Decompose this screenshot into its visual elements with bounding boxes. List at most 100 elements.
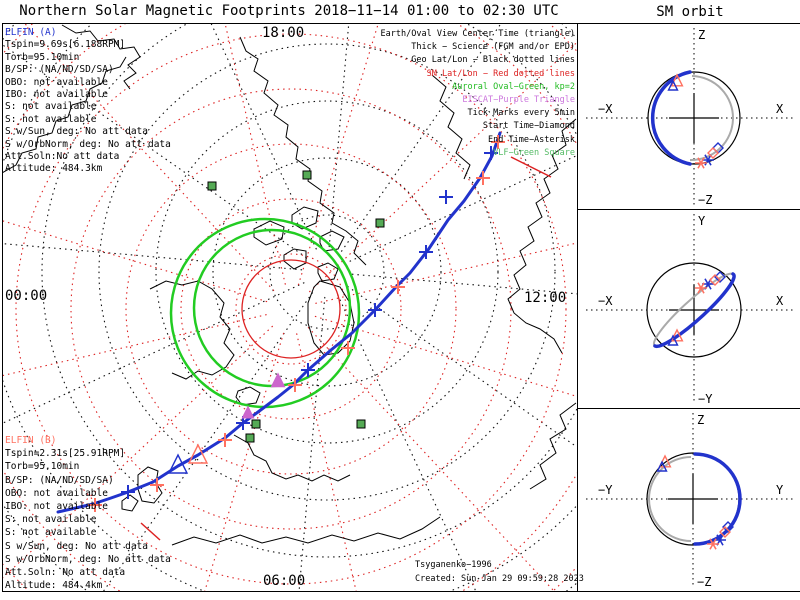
legend-item: End Time−Asterisk: [488, 134, 575, 145]
separator: [578, 23, 800, 24]
tick-mark: [150, 478, 164, 492]
separator: [578, 209, 800, 210]
tick-mark: [476, 171, 490, 185]
eiscat-triangle-marker: [270, 372, 286, 388]
elfin-a-panel: ELFIN (A) Tspin=9.69s[6.188RPM] Torb=95.10…: [5, 27, 171, 176]
mlt-label-12: 12:00: [524, 290, 567, 306]
satellite-footprint-track: [56, 131, 502, 514]
satellite-param-line: Tspin=2.31s[25.91RPM]: [5, 448, 126, 460]
satellite-param-line: S w/OrbNorm, deg: No att data: [5, 138, 171, 150]
earth-circle: [647, 71, 741, 165]
satellite-param-line: S w/Sun, deg: No att data: [5, 540, 148, 552]
mlt-label-00: 00:00: [5, 288, 48, 304]
figure-title: Northern Solar Magnetic Footprints 2018−…: [19, 3, 559, 19]
legend-item: Geo Lat/Lon − Black dotted lines: [411, 55, 575, 66]
center-cross: [669, 93, 719, 143]
satellite-name: ELFIN (B): [5, 435, 57, 446]
legend-item: Auroral Oval−Green, kp=2: [452, 81, 575, 92]
end-time-asterisk-marker: [707, 538, 719, 550]
model-credit: Tsyganenko−1996: [415, 560, 492, 570]
orbit-arc-farside: [648, 456, 692, 542]
satellite-param-line: B/SP: (NA/ND/SD/SA): [5, 474, 114, 486]
satellite-param-line: S: not available: [5, 527, 97, 539]
satellite-param-line: B/SP: (NA/ND/SD/SA): [5, 64, 114, 76]
mlt-label-06: 06:00: [263, 573, 306, 589]
orbit-panel-xz: Z −Z −X X: [580, 24, 800, 209]
satellite-param-line: Altitude: 484.3km: [5, 163, 103, 175]
created-credit: Created: Sun Jan 29 09:59:28 2023: [415, 574, 584, 584]
satellite-param-line: Torb=95.10min: [5, 461, 80, 473]
satellite-param-line: S: not available: [5, 113, 97, 125]
separator: [578, 408, 800, 409]
vlf-square-marker: [302, 170, 312, 180]
orbit-arc-farside: [689, 75, 734, 162]
axis-label: −X: [598, 102, 613, 116]
tick-mark: [484, 146, 498, 160]
axis-label: −Y: [698, 392, 713, 406]
axis-label: Z: [697, 413, 704, 427]
satellite-param-line: Tspin=9.69s[6.188RPM]: [5, 39, 126, 51]
satellite-param-line: IBO: not available: [5, 89, 108, 101]
tick-mark: [368, 303, 382, 317]
legend-item: Earth/Oval View Center Time (triangle): [380, 29, 575, 39]
satellite-param-line: S: not available: [5, 101, 97, 113]
center-time-triangle-marker: [667, 334, 679, 346]
legend-item: Thick − Science (FGM and/or EPD): [411, 42, 575, 53]
sm-orbit-title: SM orbit: [656, 4, 724, 20]
orbit-panel-xy: Y −Y −X X: [580, 210, 800, 408]
center-time-triangle-marker: [187, 443, 209, 464]
orbit-arc-science: [653, 272, 736, 349]
red-segment: [140, 522, 161, 541]
axis-label: −Y: [598, 483, 613, 497]
satellite-param-line: Torb=95.10min: [5, 51, 80, 63]
satellite-param-line: S w/OrbNorm, deg: No att data: [5, 553, 171, 565]
auroral-oval: [169, 217, 361, 409]
orbit-arc-science: [650, 70, 692, 166]
satellite-param-line: Att.Soln: No att data: [5, 567, 126, 579]
vlf-square-marker: [251, 419, 261, 429]
satellite-param-line: IBO: not available: [5, 501, 108, 513]
vlf-square-marker: [207, 181, 217, 191]
satellite-param-line: Altitude: 484.4km: [5, 580, 103, 592]
axis-label: −Z: [698, 193, 712, 207]
orbit-panel-yz: Z −Z −Y Y: [580, 409, 800, 591]
axis-label: −X: [598, 294, 613, 308]
tick-mark: [419, 245, 433, 259]
start-time-diamond-marker: [719, 526, 731, 538]
tick-mark: [491, 135, 505, 149]
satellite-name: ELFIN (A): [5, 27, 57, 38]
end-time-asterisk-marker: [695, 157, 707, 169]
satellite-param-line: S w/Sun, deg: No att data: [5, 126, 148, 138]
legend-item: EISCAT−Purple Triangle: [462, 95, 575, 106]
auroral-oval: [192, 228, 352, 388]
start-time-diamond-marker: [707, 147, 719, 159]
orbit-panel-svg: Z −Z −Y Y: [586, 413, 794, 589]
tick-mark: [121, 485, 135, 499]
coastline: [2, 24, 577, 546]
legend-item: SM Lat/Lon − Red dotted lines: [426, 68, 575, 79]
orbit-panel-svg: Y −Y −X X: [586, 214, 794, 406]
legend-item: Start Time−Diamond: [482, 121, 575, 132]
polar-map: [2, 23, 578, 592]
red-segment: [510, 156, 552, 178]
vlf-square-marker: [356, 419, 366, 429]
satellite-param-line: S: not available: [5, 514, 97, 526]
tick-mark: [288, 378, 302, 392]
axis-label: X: [776, 102, 784, 116]
center-time-triangle-marker: [670, 73, 684, 87]
legend-item: VLF−Green Square: [493, 147, 575, 158]
tick-mark: [391, 280, 405, 294]
center-cross: [668, 474, 718, 524]
tick-mark: [218, 433, 232, 447]
tick-mark: [439, 190, 453, 204]
axis-label: Y: [776, 483, 784, 497]
mlt-label-18: 18:00: [262, 25, 305, 41]
center-time-triangle-marker: [670, 328, 684, 342]
orbit-panel-svg: Z −Z −X X: [586, 28, 794, 207]
axis-label: Z: [698, 28, 705, 42]
map-overlays: [56, 131, 552, 541]
center-cross: [669, 285, 719, 335]
satellite-param-line: OBO: not available: [5, 487, 108, 499]
elfin-b-panel: ELFIN (B) Tspin=2.31s[25.91RPM] Torb=95.10…: [5, 434, 171, 592]
